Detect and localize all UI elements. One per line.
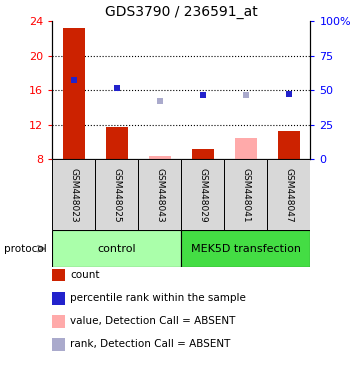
Text: value, Detection Call = ABSENT: value, Detection Call = ABSENT [70,316,236,326]
Bar [278,131,300,159]
Text: GSM448025: GSM448025 [112,167,121,222]
Text: MEK5D transfection: MEK5D transfection [191,243,301,254]
Title: GDS3790 / 236591_at: GDS3790 / 236591_at [105,5,258,19]
Bar [106,127,128,159]
Text: GSM448047: GSM448047 [284,167,293,222]
Bar [138,159,181,230]
Bar [52,159,95,230]
Bar [235,138,257,159]
Text: GSM448043: GSM448043 [155,167,164,222]
Bar [63,28,84,159]
Text: count: count [70,270,100,280]
Bar [225,159,268,230]
Bar [268,159,310,230]
Text: GSM448029: GSM448029 [199,167,208,222]
Text: rank, Detection Call = ABSENT: rank, Detection Call = ABSENT [70,339,231,349]
Bar [181,230,310,267]
Bar [149,156,171,159]
Text: percentile rank within the sample: percentile rank within the sample [70,293,246,303]
Text: protocol: protocol [4,243,46,254]
Bar [181,159,225,230]
Bar [192,149,214,159]
Text: control: control [97,243,136,254]
Bar [95,159,138,230]
Text: GSM448023: GSM448023 [69,167,78,222]
Text: GSM448041: GSM448041 [242,167,251,222]
Bar [52,230,182,267]
